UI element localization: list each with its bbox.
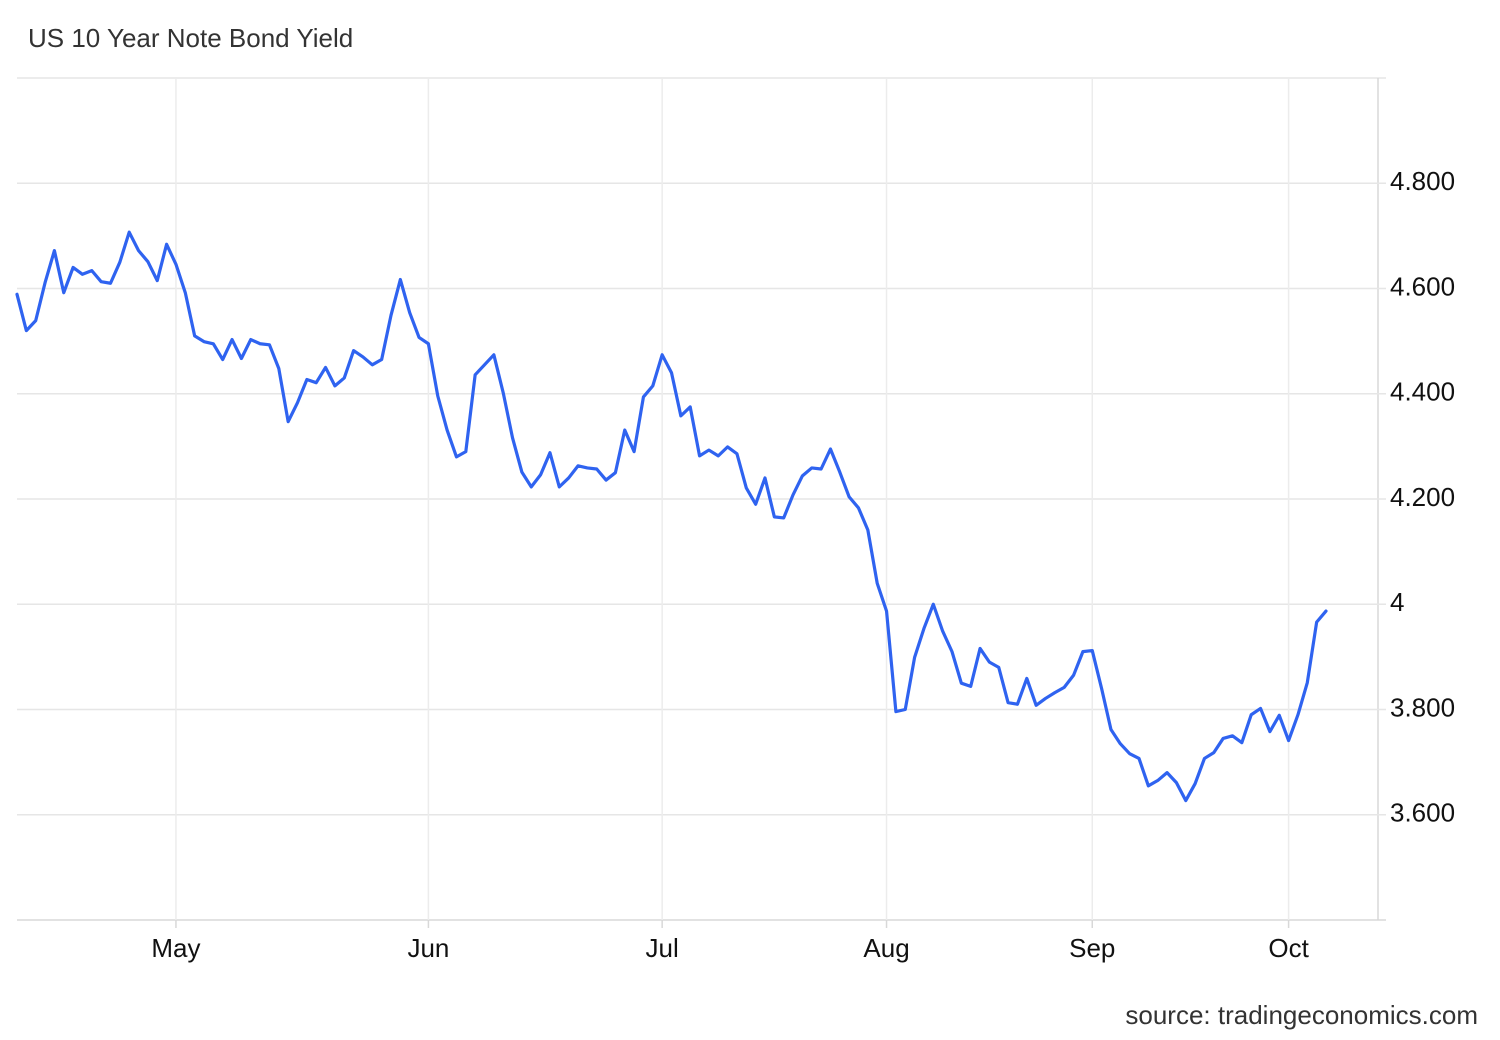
y-tick-label: 4.600 <box>1390 271 1455 301</box>
x-tick-label: Jun <box>407 933 449 963</box>
y-tick-label: 4 <box>1390 587 1404 617</box>
source-note: source: tradingeconomics.com <box>1125 1000 1478 1030</box>
y-tick-label: 4.800 <box>1390 166 1455 196</box>
y-tick-label: 4.200 <box>1390 482 1455 512</box>
x-tick-label: Oct <box>1268 933 1309 963</box>
y-tick-label: 4.400 <box>1390 377 1455 407</box>
x-tick-label: May <box>151 933 200 963</box>
y-tick-label: 3.800 <box>1390 692 1455 722</box>
x-tick-label: Aug <box>863 933 909 963</box>
data-line <box>15 230 1328 803</box>
x-tick-label: Jul <box>646 933 679 963</box>
y-tick-label: 3.600 <box>1390 798 1455 828</box>
x-tick-label: Sep <box>1069 933 1115 963</box>
chart-title: US 10 Year Note Bond Yield <box>28 23 353 53</box>
